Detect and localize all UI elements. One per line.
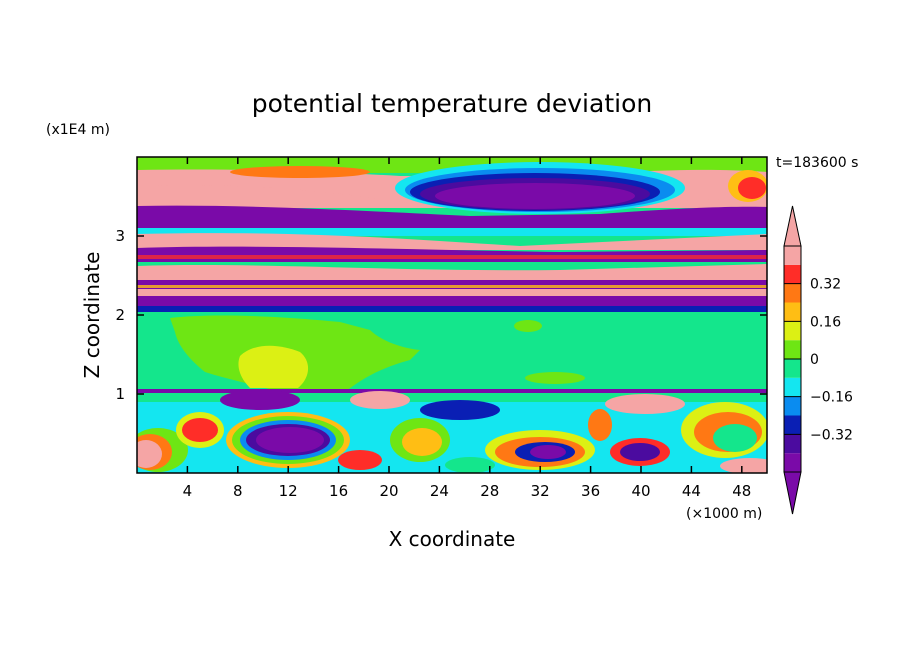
x-tick-label: 16 xyxy=(329,482,348,500)
middle-layer xyxy=(137,312,767,393)
colorbar-swatch xyxy=(784,415,801,435)
contour-field xyxy=(137,157,767,473)
colorbar-swatch xyxy=(784,434,801,454)
colorbar-swatch xyxy=(784,359,801,378)
colorbar-tick-label: 0.32 xyxy=(810,277,841,293)
y-axis-ticks: 1 2 3 xyxy=(115,227,767,403)
colorbar-swatch xyxy=(784,377,801,397)
chart-title: potential temperature deviation xyxy=(252,89,652,118)
colorbar-swatch xyxy=(784,396,801,416)
x-tick-label: 48 xyxy=(732,482,751,500)
colorbar-swatch xyxy=(784,246,801,265)
colorbar-tick-label: −0.16 xyxy=(810,390,853,406)
lower-layer xyxy=(137,390,767,473)
y-tick-label: 1 xyxy=(115,385,125,403)
colorbar-min-extend xyxy=(783,471,802,515)
y-axis-label: Z coordinate xyxy=(80,252,104,379)
x-unit-label: (×1000 m) xyxy=(686,506,762,522)
x-tick-label: 32 xyxy=(531,482,550,500)
colorbar-swatch xyxy=(784,340,801,359)
colorbar-swatch xyxy=(784,283,801,303)
y-unit-label: (x1E4 m) xyxy=(46,122,110,138)
x-tick-label: 20 xyxy=(379,482,398,500)
x-tick-label: 28 xyxy=(480,482,499,500)
x-tick-label: 36 xyxy=(581,482,600,500)
y-tick-label: 3 xyxy=(115,227,125,245)
time-label: t=183600 s xyxy=(776,155,858,171)
x-tick-label: 40 xyxy=(631,482,650,500)
colorbar-swatch xyxy=(784,264,801,284)
colorbar-tick-label: 0.16 xyxy=(810,314,841,330)
x-tick-label: 4 xyxy=(183,482,193,500)
x-tick-label: 24 xyxy=(430,482,449,500)
x-axis-ticks: 4 8 12 16 20 24 28 32 36 40 44 48 xyxy=(183,157,751,500)
colorbar: −0.32 −0.16 0 0.16 0.32 xyxy=(783,205,853,515)
y-tick-label: 2 xyxy=(115,306,125,324)
colorbar-swatch xyxy=(784,453,801,472)
x-tick-label: 12 xyxy=(279,482,298,500)
colorbar-swatch xyxy=(784,321,801,341)
x-tick-label: 8 xyxy=(233,482,243,500)
colorbar-tick-label: 0 xyxy=(810,352,819,368)
colorbar-max-extend xyxy=(783,205,802,247)
x-axis-label: X coordinate xyxy=(389,527,516,551)
x-tick-label: 44 xyxy=(682,482,701,500)
colorbar-swatch xyxy=(784,302,801,322)
colorbar-tick-label: −0.32 xyxy=(810,427,853,443)
upper-cold-blob xyxy=(230,162,767,214)
